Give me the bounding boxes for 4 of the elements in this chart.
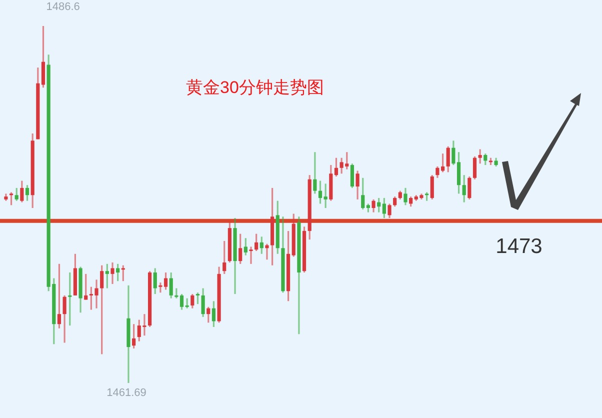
ref-line-label: 1473 (496, 234, 542, 258)
text: 1461.69 (106, 387, 146, 399)
text: 黄金30分钟走势图 (186, 78, 324, 97)
text: 1486.6 (46, 1, 80, 13)
